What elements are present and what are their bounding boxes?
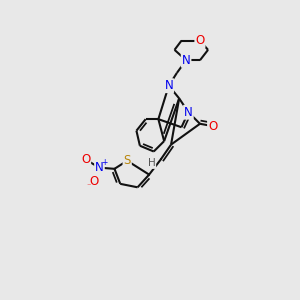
Text: ⁻: ⁻: [86, 181, 91, 190]
Text: O: O: [208, 120, 217, 133]
Text: N: N: [95, 161, 104, 174]
Text: O: O: [195, 34, 205, 47]
Text: N: N: [182, 54, 190, 67]
Text: +: +: [101, 158, 108, 167]
Text: S: S: [124, 154, 131, 167]
Text: H: H: [148, 158, 155, 168]
Text: N: N: [184, 106, 193, 119]
Text: O: O: [81, 153, 90, 166]
Text: N: N: [164, 79, 173, 92]
Text: O: O: [89, 175, 98, 188]
